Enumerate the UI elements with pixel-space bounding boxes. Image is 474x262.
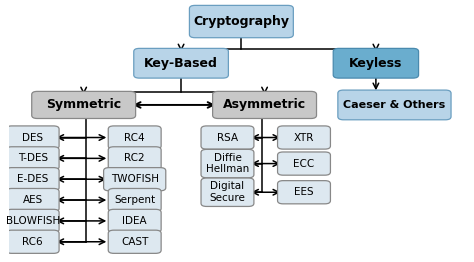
FancyBboxPatch shape	[201, 149, 254, 178]
Text: Caeser & Others: Caeser & Others	[343, 100, 446, 110]
FancyBboxPatch shape	[338, 90, 451, 120]
FancyBboxPatch shape	[108, 147, 161, 170]
Text: Symmetric: Symmetric	[46, 99, 121, 111]
FancyBboxPatch shape	[108, 126, 161, 149]
Text: E-DES: E-DES	[17, 174, 48, 184]
Text: Digital
Secure: Digital Secure	[210, 182, 246, 203]
Text: ECC: ECC	[293, 159, 315, 168]
FancyBboxPatch shape	[134, 48, 228, 78]
FancyBboxPatch shape	[213, 91, 317, 118]
Text: BLOWFISH: BLOWFISH	[6, 216, 60, 226]
Text: RC4: RC4	[124, 133, 145, 143]
FancyBboxPatch shape	[108, 209, 161, 232]
FancyBboxPatch shape	[278, 181, 330, 204]
Text: RC2: RC2	[124, 153, 145, 163]
Text: XTR: XTR	[294, 133, 314, 143]
Text: Diffie
Hellman: Diffie Hellman	[206, 153, 249, 174]
Text: DES: DES	[22, 133, 43, 143]
FancyBboxPatch shape	[6, 168, 59, 191]
Text: Key-Based: Key-Based	[144, 57, 218, 70]
Text: Asymmetric: Asymmetric	[223, 99, 306, 111]
FancyBboxPatch shape	[108, 230, 161, 253]
FancyBboxPatch shape	[278, 126, 330, 149]
FancyBboxPatch shape	[6, 126, 59, 149]
Text: Cryptography: Cryptography	[193, 15, 290, 28]
Text: TWOFISH: TWOFISH	[111, 174, 159, 184]
Text: IDEA: IDEA	[122, 216, 147, 226]
FancyBboxPatch shape	[333, 48, 419, 78]
Text: RC6: RC6	[22, 237, 43, 247]
FancyBboxPatch shape	[201, 126, 254, 149]
Text: CAST: CAST	[121, 237, 148, 247]
FancyBboxPatch shape	[6, 147, 59, 170]
FancyBboxPatch shape	[32, 91, 136, 118]
Text: Serpent: Serpent	[114, 195, 155, 205]
FancyBboxPatch shape	[6, 230, 59, 253]
FancyBboxPatch shape	[108, 188, 161, 212]
Text: RSA: RSA	[217, 133, 238, 143]
Text: T-DES: T-DES	[18, 153, 48, 163]
FancyBboxPatch shape	[201, 178, 254, 206]
Text: AES: AES	[23, 195, 43, 205]
FancyBboxPatch shape	[6, 209, 59, 232]
Text: Keyless: Keyless	[349, 57, 402, 70]
FancyBboxPatch shape	[104, 168, 166, 191]
FancyBboxPatch shape	[278, 152, 330, 175]
FancyBboxPatch shape	[6, 188, 59, 212]
FancyBboxPatch shape	[190, 6, 293, 38]
Text: EES: EES	[294, 187, 314, 197]
